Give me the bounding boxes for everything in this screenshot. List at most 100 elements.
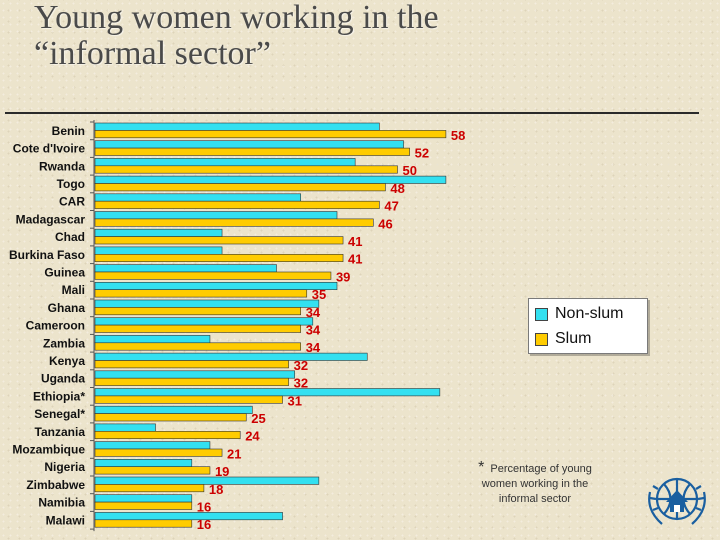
bar-nonslum <box>94 512 283 521</box>
category-label: Chad <box>55 230 85 244</box>
category-label: Cote d'Ivoire <box>13 142 86 156</box>
data-label: 47 <box>384 199 398 214</box>
category-label: Nigeria <box>44 460 85 474</box>
bar-nonslum <box>94 423 156 432</box>
bar-nonslum <box>94 388 441 397</box>
bar-nonslum <box>94 299 320 308</box>
bar-slum <box>94 218 374 227</box>
bar-slum <box>94 360 289 369</box>
category-label: Namibia <box>38 496 85 510</box>
category-label: Madagascar <box>16 212 86 226</box>
bar-nonslum <box>94 458 193 467</box>
data-label: 24 <box>245 429 260 444</box>
data-label: 19 <box>215 464 229 479</box>
bar-nonslum <box>94 494 193 503</box>
bar-nonslum <box>94 476 320 485</box>
footnote: * Percentage of young women working in t… <box>462 460 608 507</box>
footnote-text: Percentage of young women working in the… <box>481 463 592 505</box>
category-label: Zimbabwe <box>26 478 85 492</box>
data-label: 52 <box>415 146 429 161</box>
legend-label-slum: Slum <box>555 330 592 347</box>
data-label: 34 <box>306 323 321 338</box>
legend-label-nonslum: Non-slum <box>555 305 624 322</box>
bar-slum <box>94 466 211 475</box>
bar-slum <box>94 430 241 439</box>
page-title: Young women working in the “informal sec… <box>34 0 694 72</box>
legend-swatch-slum <box>535 332 548 346</box>
bar-slum <box>94 519 193 528</box>
data-label: 39 <box>336 269 350 284</box>
legend-item-slum: Slum <box>535 329 591 349</box>
bar-nonslum <box>94 246 223 255</box>
category-label: Guinea <box>44 265 85 279</box>
bar-nonslum <box>94 158 356 167</box>
bar-slum <box>94 236 344 245</box>
category-label: Uganda <box>41 372 85 386</box>
bar-nonslum <box>94 281 338 290</box>
category-label: Tanzania <box>35 425 86 439</box>
bar-slum <box>94 342 301 351</box>
bar-slum <box>94 324 301 333</box>
bar-nonslum <box>94 352 368 361</box>
bar-nonslum <box>94 211 338 220</box>
category-label: Ethiopia* <box>33 389 85 403</box>
un-habitat-logo-icon <box>648 477 706 525</box>
data-label: 34 <box>306 305 321 320</box>
bar-slum <box>94 395 283 404</box>
category-label: Ghana <box>48 301 86 315</box>
bar-slum <box>94 254 344 263</box>
bar-slum <box>94 147 410 156</box>
bar-slum <box>94 289 308 298</box>
data-label: 32 <box>294 376 308 391</box>
category-label: Kenya <box>49 354 85 368</box>
bar-nonslum <box>94 228 223 237</box>
bar-nonslum <box>94 441 211 450</box>
data-label: 31 <box>288 393 302 408</box>
footnote-star: * <box>478 459 485 476</box>
bar-nonslum <box>94 335 211 344</box>
bar-slum <box>94 448 223 457</box>
category-label: Benin <box>52 124 85 138</box>
data-label: 16 <box>197 500 211 515</box>
data-label: 16 <box>197 517 211 532</box>
data-label: 58 <box>451 128 465 143</box>
bar-slum <box>94 183 386 192</box>
category-label: Mali <box>62 283 85 297</box>
legend-item-nonslum: Non-slum <box>535 304 623 324</box>
bar-slum <box>94 377 289 386</box>
bar-nonslum <box>94 193 301 202</box>
category-label: Burkina Faso <box>9 248 85 262</box>
category-label: Malawi <box>46 513 85 527</box>
title-line-1: Young women working in the <box>34 0 439 36</box>
data-label: 32 <box>294 358 308 373</box>
bar-slum <box>94 165 398 174</box>
data-label: 18 <box>209 482 223 497</box>
data-label: 35 <box>312 287 326 302</box>
category-label: Senegal* <box>34 407 85 421</box>
category-label: Mozambique <box>12 442 85 456</box>
bar-nonslum <box>94 405 253 414</box>
data-label: 21 <box>227 446 241 461</box>
category-label: Togo <box>57 177 85 191</box>
legend-swatch-nonslum <box>535 307 548 321</box>
bar-slum <box>94 501 193 510</box>
title-line-2: “informal sector” <box>34 35 271 72</box>
bar-slum <box>94 130 447 139</box>
data-label: 46 <box>378 216 392 231</box>
bar-slum <box>94 484 205 493</box>
chart-legend: Non-slum Slum <box>528 298 648 354</box>
data-label: 25 <box>251 411 265 426</box>
category-label: Cameroon <box>26 319 85 333</box>
data-label: 41 <box>348 234 362 249</box>
bar-nonslum <box>94 317 314 326</box>
category-label: Rwanda <box>39 159 85 173</box>
data-label: 41 <box>348 252 362 267</box>
bar-nonslum <box>94 370 295 379</box>
title-divider <box>5 112 699 114</box>
bar-nonslum <box>94 140 404 149</box>
data-label: 50 <box>403 163 417 178</box>
bar-slum <box>94 271 332 280</box>
bar-nonslum <box>94 264 277 273</box>
bar-slum <box>94 413 247 422</box>
